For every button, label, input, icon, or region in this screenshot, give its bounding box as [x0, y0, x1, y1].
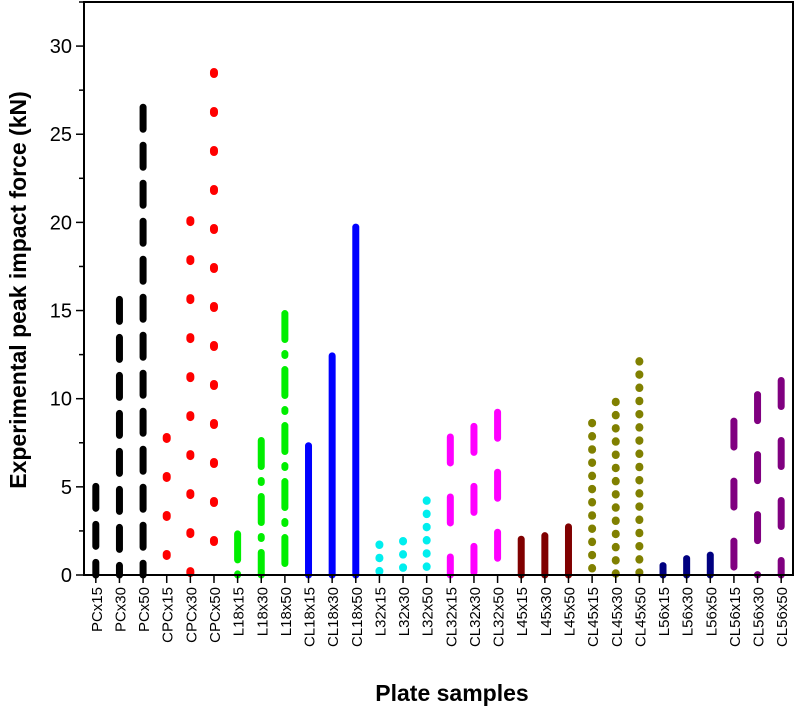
x-axis: PCx15 PCx30 PCx50 CPCx15 CPCx30 CPCx50 L18x15 L… — [89, 575, 791, 647]
x-tick-label: L18x30 — [254, 587, 271, 636]
x-tick-label: CPCx15 — [160, 587, 177, 643]
x-axis-label: Plate samples — [375, 680, 528, 706]
x-tick-label: CL45x30 — [609, 587, 626, 647]
x-tick-label: L32x30 — [396, 587, 413, 636]
x-tick-label: L45x15 — [514, 587, 531, 636]
y-axis-label: Experimental peak impact force (kN) — [5, 91, 31, 489]
y-tick-label: 15 — [50, 301, 72, 323]
x-tick-label: CL56x30 — [751, 587, 768, 647]
x-tick-label: L32x50 — [420, 587, 437, 636]
x-tick-label: L56x30 — [680, 587, 697, 636]
x-tick-label: L32x15 — [372, 587, 389, 636]
plot-frame — [83, 1, 794, 576]
x-tick-label: CL32x50 — [491, 587, 508, 647]
y-axis: 0 5 10 15 20 25 30 — [50, 1, 84, 587]
x-tick-label: CL45x15 — [585, 587, 602, 647]
y-tick-label: 20 — [50, 212, 72, 234]
y-tick-label: 25 — [50, 124, 72, 146]
bars-layer — [92, 67, 785, 579]
x-tick-label: CL32x30 — [467, 587, 484, 647]
x-tick-label: CL45x50 — [632, 587, 649, 647]
x-tick-label: CL18x30 — [325, 587, 342, 647]
x-tick-label: CL56x15 — [727, 587, 744, 647]
x-tick-label: L18x50 — [278, 587, 295, 636]
y-tick-label: 30 — [50, 36, 72, 58]
x-tick-label: PCx30 — [112, 587, 129, 632]
x-tick-label: PCx50 — [136, 587, 153, 632]
x-tick-label: CL56x50 — [774, 587, 791, 647]
x-tick-label: L56x15 — [656, 587, 673, 636]
y-tick-label: 5 — [61, 477, 72, 499]
x-tick-label: PCx15 — [89, 587, 106, 632]
x-tick-label: L45x50 — [561, 587, 578, 636]
x-tick-label: L18x15 — [231, 587, 248, 636]
y-tick-label: 10 — [50, 389, 72, 411]
x-tick-label: CL32x15 — [443, 587, 460, 647]
x-tick-label: L56x50 — [703, 587, 720, 636]
y-tick-label: 0 — [61, 565, 72, 587]
x-tick-label: CL18x50 — [349, 587, 366, 647]
x-tick-label: CL18x15 — [302, 587, 319, 647]
x-tick-label: L45x30 — [538, 587, 555, 636]
x-tick-label: CPCx30 — [183, 587, 200, 643]
x-tick-label: CPCx50 — [207, 587, 224, 643]
